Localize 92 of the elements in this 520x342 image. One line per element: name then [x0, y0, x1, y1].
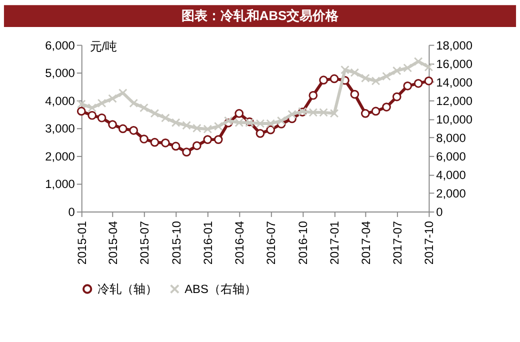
point [424, 62, 434, 72]
y2-tick-label: 14,000 [436, 75, 473, 90]
y-tick-label: 1,000 [45, 177, 76, 192]
point [76, 106, 86, 116]
point [266, 125, 276, 134]
x-tick-label: 2015-01 [74, 220, 89, 265]
point [88, 103, 97, 112]
point [350, 90, 360, 99]
point [350, 68, 360, 78]
point [382, 102, 391, 112]
legend-label: 冷轧（轴） [97, 282, 158, 296]
point [171, 118, 180, 128]
x-tick-label: 2015-04 [106, 220, 120, 265]
y2-tick-label: 10,000 [436, 112, 473, 126]
point [129, 126, 138, 135]
point [88, 110, 97, 120]
point [214, 135, 223, 144]
point [276, 116, 286, 126]
y2-tick-label: 18,000 [436, 38, 473, 52]
point [340, 65, 350, 74]
y-axis-title: 元/吨 [90, 39, 118, 54]
y-tick-label: 6,000 [45, 38, 76, 52]
point [150, 108, 160, 118]
point [403, 82, 412, 90]
x-tick-label: 2017-10 [422, 220, 436, 265]
point [192, 124, 202, 133]
point [203, 135, 212, 144]
legend-label: ABS（右轴） [184, 282, 256, 296]
point [140, 103, 148, 112]
y-tick-label: 5,000 [45, 66, 76, 80]
y-tick-label: 0 [68, 204, 76, 219]
point [360, 74, 370, 83]
x-tick-label: 2015-10 [169, 220, 184, 265]
x-tick-label: 2016-01 [201, 220, 216, 265]
point [288, 110, 296, 119]
point [382, 72, 391, 81]
y-tick-label: 2,000 [45, 149, 76, 164]
point [392, 92, 402, 102]
point [414, 57, 423, 66]
x-tick-label: 2016-04 [232, 220, 247, 265]
point [371, 76, 380, 86]
point [360, 109, 370, 118]
x-tick-label: 2016-10 [296, 220, 310, 265]
y-tick-label: 3,000 [45, 122, 76, 136]
y2-tick-label: 0 [436, 204, 444, 219]
point [118, 88, 128, 98]
point [234, 109, 244, 118]
point [97, 113, 106, 122]
point [108, 94, 117, 103]
point [256, 129, 265, 138]
y2-tick-label: 4,000 [436, 168, 466, 182]
y-tick-label: 4,000 [45, 94, 76, 108]
point [330, 74, 339, 84]
point [118, 124, 128, 134]
point [140, 134, 148, 144]
point [161, 138, 170, 148]
point [182, 148, 191, 156]
point [266, 119, 276, 128]
point [171, 142, 180, 151]
point [182, 120, 191, 130]
point [392, 66, 402, 76]
point [424, 76, 434, 86]
point [97, 98, 106, 108]
point [403, 64, 412, 72]
point [319, 108, 328, 117]
point [203, 124, 212, 134]
x-tick-label: 2017-04 [358, 220, 373, 265]
y2-tick-label: 12,000 [436, 94, 473, 108]
y2-tick-label: 8,000 [436, 130, 466, 145]
x-tick-label: 2016-07 [264, 220, 278, 265]
x-tick-label: 2015-07 [137, 220, 152, 265]
point [319, 76, 328, 85]
point [256, 119, 265, 128]
point [76, 100, 86, 109]
y2-tick-label: 6,000 [436, 149, 466, 164]
point [308, 90, 318, 100]
x-tick-label: 2017-01 [328, 220, 342, 265]
point [330, 108, 339, 118]
point [129, 98, 138, 108]
y2-tick-label: 2,000 [436, 186, 466, 200]
point [108, 120, 117, 129]
point [150, 138, 160, 147]
point [234, 118, 244, 128]
x-tick-label: 2017-07 [390, 220, 404, 265]
point [214, 122, 223, 131]
point [161, 114, 170, 122]
point [192, 141, 202, 150]
point [308, 108, 318, 117]
y2-tick-label: 16,000 [436, 56, 473, 71]
point [371, 106, 380, 116]
point [414, 79, 423, 88]
chart-title: 图表：冷轧和ABS交易价格 [181, 8, 340, 23]
